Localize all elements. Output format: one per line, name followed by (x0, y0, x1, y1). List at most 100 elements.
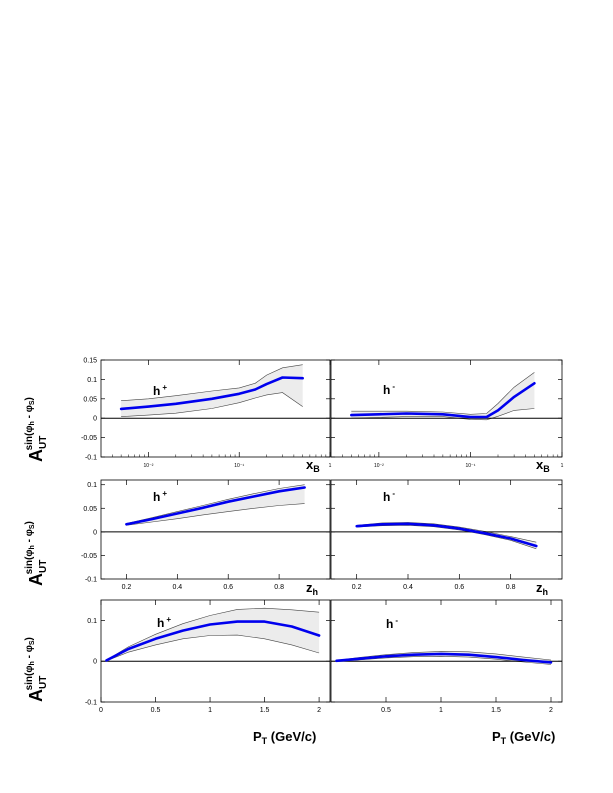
svg-text:AUTsin(φh - φS): AUTsin(φh - φS) (24, 521, 49, 586)
y-tick-label: -0.05 (81, 553, 97, 560)
x-tick-label: 0.5 (381, 707, 391, 714)
hadron-label-base: h (153, 384, 160, 398)
x-tick-label: 10⁻² (144, 463, 154, 469)
panel-6: 0.5 1 1.5 2 h - (330, 599, 563, 714)
hadron-label: h + (153, 489, 167, 504)
y-tick-label: 0.15 (83, 358, 97, 365)
xlabel-zh-right: zh (536, 580, 548, 597)
y-tick-label: -0.05 (81, 435, 97, 442)
central-curve (350, 382, 536, 419)
hadron-label-base: h (383, 383, 390, 397)
x-tick-label: 0.6 (454, 584, 464, 591)
central-curve (125, 486, 306, 526)
hadron-label: h + (157, 615, 171, 630)
x-tick-label: 10⁻² (374, 463, 384, 469)
y-tick-label: 0.1 (87, 377, 97, 384)
x-tick-label: 1 (329, 463, 332, 469)
x-tick-label: 0.4 (403, 584, 413, 591)
panel-4: 0.2 0.4 0.6 0.8 h - (330, 479, 563, 591)
y-tick-label: 0 (93, 416, 97, 423)
central-curve (335, 652, 553, 664)
panel-frame (100, 599, 331, 703)
hadron-label-base: h (153, 490, 160, 504)
x-tick-label: 0.8 (274, 584, 284, 591)
x-tick-label: 10⁻¹ (234, 463, 244, 469)
x-tick-label: 0.2 (352, 584, 362, 591)
hadron-label: h- (383, 382, 395, 397)
panel-frame (330, 359, 563, 458)
hadron-label: h- (386, 616, 398, 631)
y-tick-label: 0 (93, 529, 97, 536)
x-tick-label: 1.5 (260, 707, 270, 714)
band-lower-edge (356, 524, 537, 550)
hadron-label: h- (383, 489, 395, 504)
uncertainty-band (351, 372, 535, 420)
y-tick-label: 0.1 (87, 618, 97, 625)
central-curve (355, 522, 538, 548)
x-tick-label: 0.6 (223, 584, 233, 591)
panel-frame (100, 359, 331, 458)
xlabel-pt-left: PT (GeV/c) (253, 729, 316, 746)
band-upper-edge (356, 522, 537, 543)
panel-frame (330, 479, 563, 580)
xlabel-xB-right: xB (536, 457, 550, 474)
y-tick-label: 0.05 (83, 396, 97, 403)
panel-1: -0.1 -0.05 0 0.05 0.1 0.15 10⁻² 10⁻¹ 1 h + (81, 358, 332, 470)
hadron-label-charge: - (392, 382, 395, 391)
hadron-label-charge: + (162, 489, 167, 498)
x-tick-label: 1.5 (491, 707, 501, 714)
svg-text:AUTsin(φh - φS): AUTsin(φh - φS) (24, 397, 49, 462)
band-lower-edge (351, 408, 535, 421)
panel-3: -0.1 -0.05 0 0.05 0.1 0.2 0.4 0.6 0.8 h + (81, 479, 331, 591)
xlabel-zh-left: zh (306, 580, 318, 597)
hadron-label-base: h (386, 617, 393, 631)
hadron-label: h + (153, 383, 167, 398)
y-tick-label: -0.1 (85, 700, 97, 707)
panel-2: 10⁻² 10⁻¹ 1 h - (330, 359, 564, 469)
band-upper-edge (126, 484, 305, 524)
panel-frame (330, 599, 563, 703)
central-curve (119, 376, 304, 411)
x-tick-label: 0.8 (506, 584, 516, 591)
x-tick-label: 0.5 (151, 707, 161, 714)
y-tick-label: 0 (93, 659, 97, 666)
uncertainty-band (121, 364, 303, 417)
x-tick-label: 1 (439, 707, 443, 714)
central-curve (105, 620, 321, 662)
uncertainty-band (106, 608, 320, 661)
x-tick-label: 0.2 (122, 584, 132, 591)
x-tick-label: 0 (99, 707, 103, 714)
xlabel-pt-right: PT (GeV/c) (492, 729, 555, 746)
y-tick-label: -0.1 (85, 455, 97, 462)
x-tick-label: 10⁻¹ (466, 463, 476, 469)
panel-frame (100, 479, 331, 580)
hadron-label-charge: - (392, 489, 395, 498)
band-upper-edge (106, 607, 320, 661)
hadron-label-charge: + (162, 383, 167, 392)
x-tick-label: 1 (208, 707, 212, 714)
band-upper-edge (336, 651, 552, 661)
x-tick-label: 2 (549, 707, 553, 714)
x-tick-label: 2 (317, 707, 321, 714)
y-tick-label: 0.1 (87, 482, 97, 489)
panel-5: -0.100.10 0.5 1 1.5 2h + (85, 599, 331, 714)
ylabel-row2: AUTsin(φh - φS) (24, 521, 49, 586)
band-lower-edge (106, 634, 320, 662)
band-lower-edge (126, 503, 305, 526)
hadron-label-charge: - (395, 616, 398, 625)
svg-text:AUTsin(φh - φS): AUTsin(φh - φS) (24, 637, 49, 702)
hadron-label-base: h (383, 490, 390, 504)
band-upper-edge (351, 372, 535, 415)
ylabel-row3: AUTsin(φh - φS) (24, 637, 49, 702)
band-upper-edge (121, 364, 303, 401)
ylabel-row1: AUTsin(φh - φS) (24, 397, 49, 462)
band-lower-edge (121, 392, 303, 417)
xlabel-xB-left: xB (306, 457, 320, 474)
hadron-label-base: h (157, 616, 164, 630)
hadron-label-charge: + (166, 615, 171, 624)
x-tick-label: 1 (561, 463, 564, 469)
y-tick-label: -0.1 (85, 577, 97, 584)
x-tick-label: 0.4 (172, 584, 182, 591)
